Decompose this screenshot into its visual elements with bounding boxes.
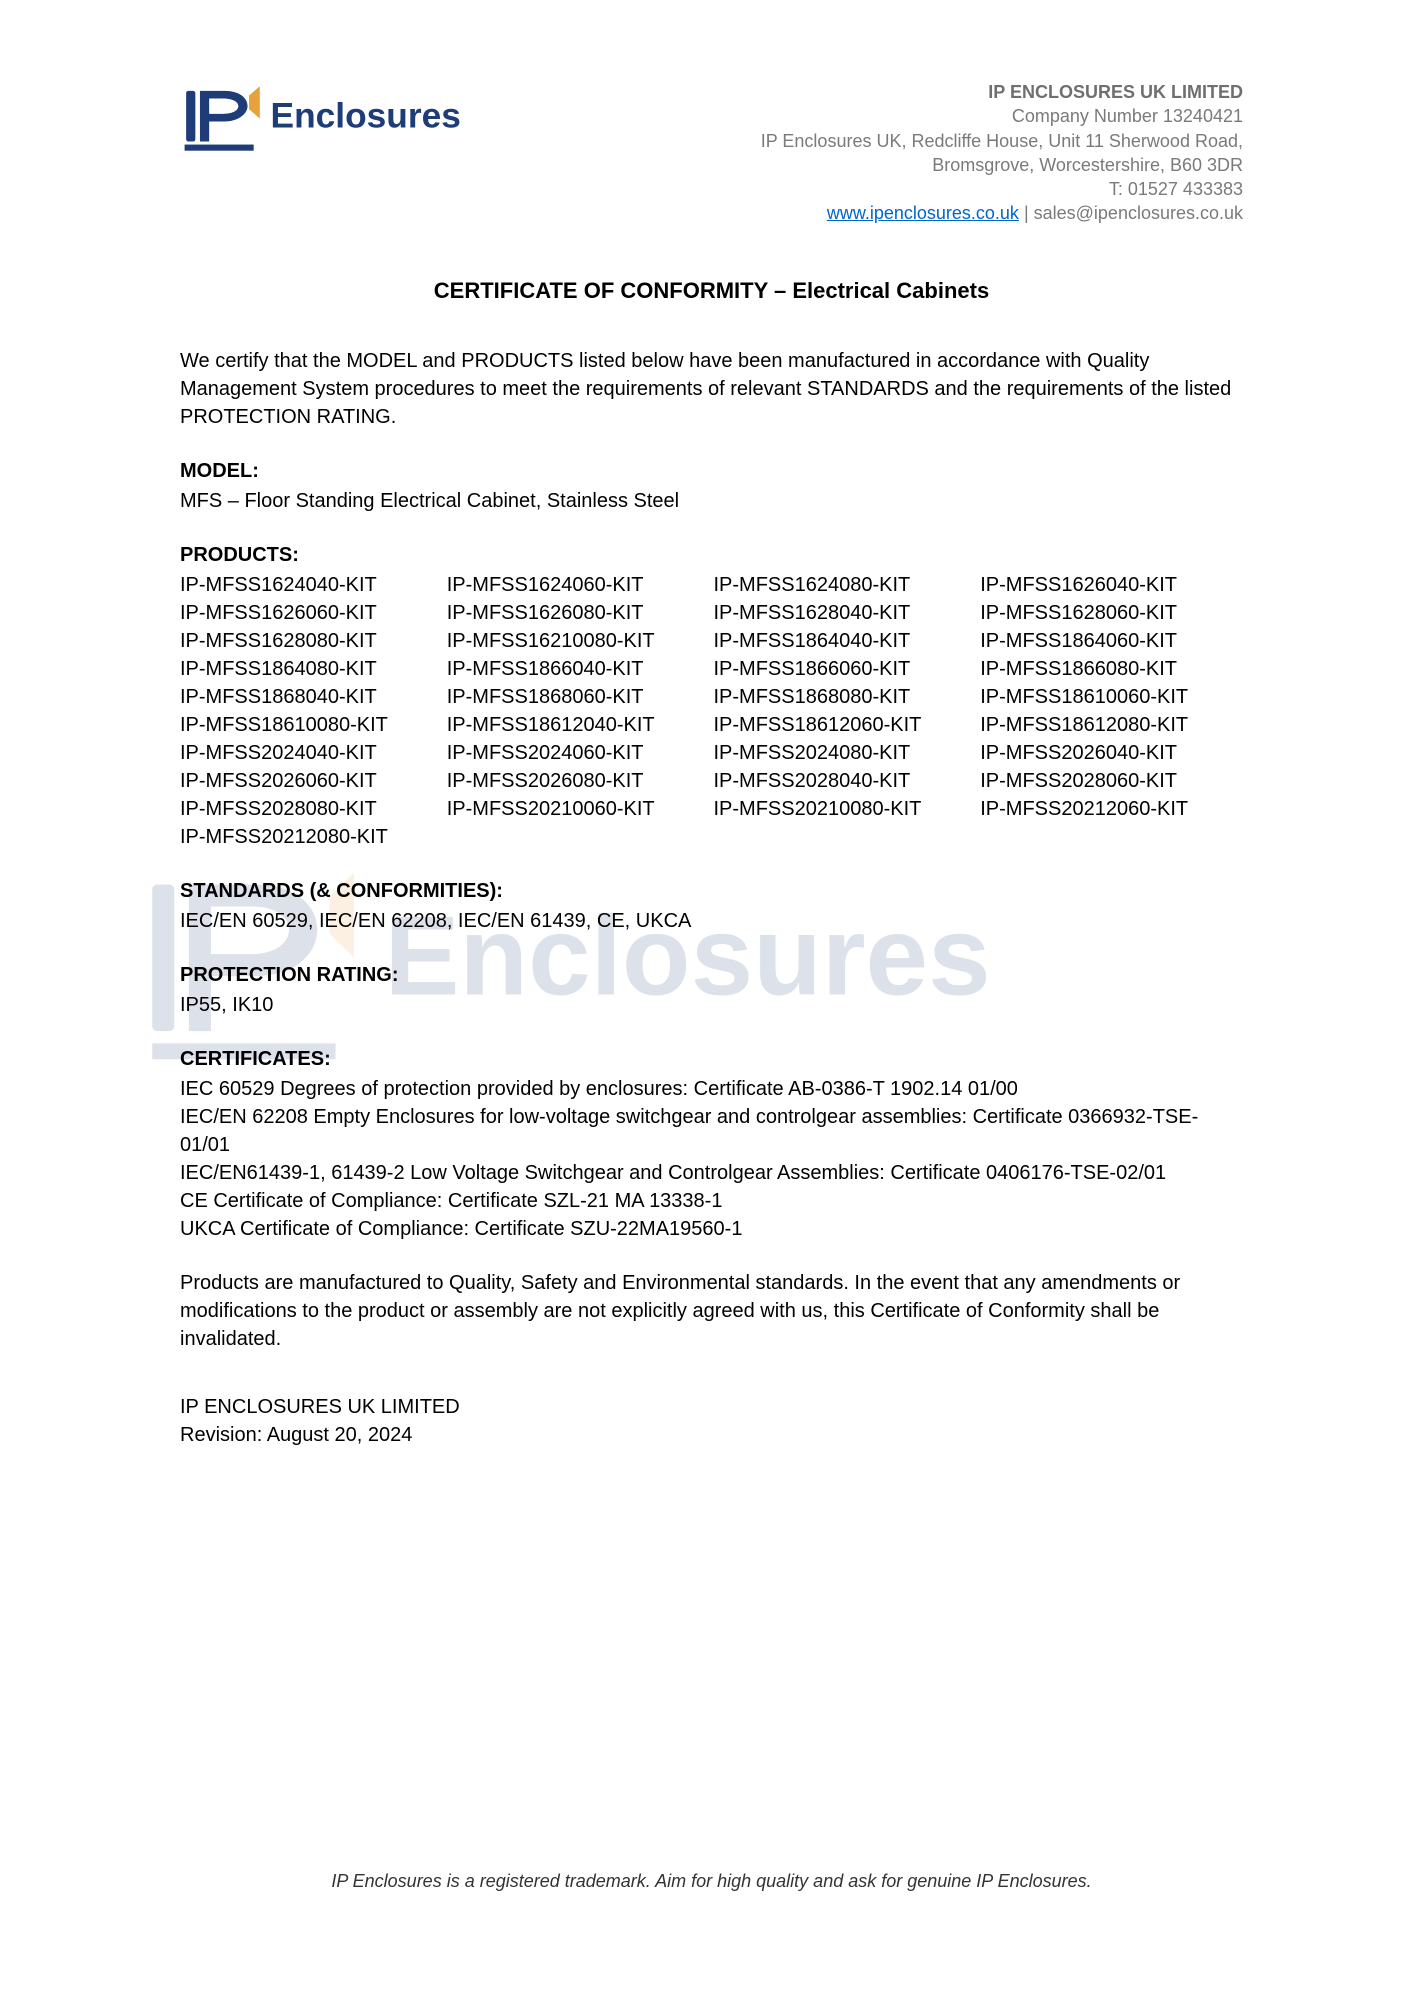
product-item: IP-MFSS2024060-KIT (447, 739, 710, 767)
product-item: IP-MFSS2024080-KIT (714, 739, 977, 767)
company-name: IP ENCLOSURES UK LIMITED (761, 80, 1243, 104)
product-item: IP-MFSS2028060-KIT (980, 767, 1243, 795)
products-grid: IP-MFSS1624040-KITIP-MFSS1624060-KITIP-M… (180, 571, 1243, 851)
protection-value: IP55, IK10 (180, 991, 1243, 1019)
product-item: IP-MFSS1866060-KIT (714, 655, 977, 683)
certificates-lines: IEC 60529 Degrees of protection provided… (180, 1075, 1243, 1243)
signoff-company: IP ENCLOSURES UK LIMITED (180, 1393, 1243, 1421)
footer-trademark: IP Enclosures is a registered trademark.… (180, 1869, 1243, 1894)
product-item: IP-MFSS18612080-KIT (980, 711, 1243, 739)
product-item: IP-MFSS20212060-KIT (980, 795, 1243, 823)
products-heading: PRODUCTS: (180, 541, 1243, 569)
product-item: IP-MFSS1628060-KIT (980, 599, 1243, 627)
document-title: CERTIFICATE OF CONFORMITY – Electrical C… (180, 276, 1243, 307)
company-email: sales@ipenclosures.co.uk (1034, 203, 1243, 223)
certificate-line: IEC/EN 62208 Empty Enclosures for low-vo… (180, 1103, 1243, 1159)
product-item: IP-MFSS1868040-KIT (180, 683, 443, 711)
signoff-section: IP ENCLOSURES UK LIMITED Revision: Augus… (180, 1393, 1243, 1449)
product-item: IP-MFSS16210080-KIT (447, 627, 710, 655)
header: Enclosures IP ENCLOSURES UK LIMITED Comp… (180, 80, 1243, 226)
intro-paragraph: We certify that the MODEL and PRODUCTS l… (180, 347, 1243, 431)
model-heading: MODEL: (180, 457, 1243, 485)
certificate-line: UKCA Certificate of Compliance: Certific… (180, 1215, 1243, 1243)
product-item: IP-MFSS18612040-KIT (447, 711, 710, 739)
logo-text: Enclosures (271, 97, 461, 136)
product-item: IP-MFSS2028080-KIT (180, 795, 443, 823)
product-item: IP-MFSS18610080-KIT (180, 711, 443, 739)
product-item: IP-MFSS1626040-KIT (980, 571, 1243, 599)
separator: | (1024, 203, 1034, 223)
product-item: IP-MFSS2026060-KIT (180, 767, 443, 795)
company-phone: T: 01527 433383 (761, 177, 1243, 201)
company-info: IP ENCLOSURES UK LIMITED Company Number … (761, 80, 1243, 226)
products-section: PRODUCTS: IP-MFSS1624040-KITIP-MFSS16240… (180, 541, 1243, 851)
company-logo: Enclosures (180, 80, 510, 160)
standards-section: STANDARDS (& CONFORMITIES): IEC/EN 60529… (180, 877, 1243, 935)
signoff-revision: Revision: August 20, 2024 (180, 1421, 1243, 1449)
model-section: MODEL: MFS – Floor Standing Electrical C… (180, 457, 1243, 515)
company-address-2: Bromsgrove, Worcestershire, B60 3DR (761, 153, 1243, 177)
product-item: IP-MFSS1864040-KIT (714, 627, 977, 655)
product-item: IP-MFSS1626080-KIT (447, 599, 710, 627)
product-item: IP-MFSS18612060-KIT (714, 711, 977, 739)
certificates-heading: CERTIFICATES: (180, 1045, 1243, 1073)
standards-value: IEC/EN 60529, IEC/EN 62208, IEC/EN 61439… (180, 907, 1243, 935)
product-item: IP-MFSS2028040-KIT (714, 767, 977, 795)
product-item: IP-MFSS20210060-KIT (447, 795, 710, 823)
product-item: IP-MFSS1626060-KIT (180, 599, 443, 627)
product-item: IP-MFSS1624060-KIT (447, 571, 710, 599)
product-item: IP-MFSS1868080-KIT (714, 683, 977, 711)
product-item: IP-MFSS1864060-KIT (980, 627, 1243, 655)
certificates-section: CERTIFICATES: IEC 60529 Degrees of prote… (180, 1045, 1243, 1243)
product-item: IP-MFSS1624080-KIT (714, 571, 977, 599)
product-item: IP-MFSS1624040-KIT (180, 571, 443, 599)
standards-heading: STANDARDS (& CONFORMITIES): (180, 877, 1243, 905)
product-item: IP-MFSS2026040-KIT (980, 739, 1243, 767)
product-item: IP-MFSS2026080-KIT (447, 767, 710, 795)
company-address-1: IP Enclosures UK, Redcliffe House, Unit … (761, 129, 1243, 153)
certificate-line: IEC 60529 Degrees of protection provided… (180, 1075, 1243, 1103)
product-item: IP-MFSS20212080-KIT (180, 823, 443, 851)
protection-heading: PROTECTION RATING: (180, 961, 1243, 989)
product-item: IP-MFSS1864080-KIT (180, 655, 443, 683)
protection-section: PROTECTION RATING: IP55, IK10 (180, 961, 1243, 1019)
certificate-line: CE Certificate of Compliance: Certificat… (180, 1187, 1243, 1215)
disclaimer-paragraph: Products are manufactured to Quality, Sa… (180, 1269, 1243, 1353)
product-item: IP-MFSS18610060-KIT (980, 683, 1243, 711)
product-item: IP-MFSS1628080-KIT (180, 627, 443, 655)
company-number: Company Number 13240421 (761, 104, 1243, 128)
product-item: IP-MFSS1628040-KIT (714, 599, 977, 627)
certificate-line: IEC/EN61439-1, 61439-2 Low Voltage Switc… (180, 1159, 1243, 1187)
product-item: IP-MFSS1868060-KIT (447, 683, 710, 711)
model-value: MFS – Floor Standing Electrical Cabinet,… (180, 487, 1243, 515)
product-item: IP-MFSS1866080-KIT (980, 655, 1243, 683)
product-item: IP-MFSS1866040-KIT (447, 655, 710, 683)
company-website-link[interactable]: www.ipenclosures.co.uk (827, 203, 1019, 223)
company-contact: www.ipenclosures.co.uk | sales@ipenclosu… (761, 201, 1243, 225)
product-item: IP-MFSS2024040-KIT (180, 739, 443, 767)
product-item: IP-MFSS20210080-KIT (714, 795, 977, 823)
